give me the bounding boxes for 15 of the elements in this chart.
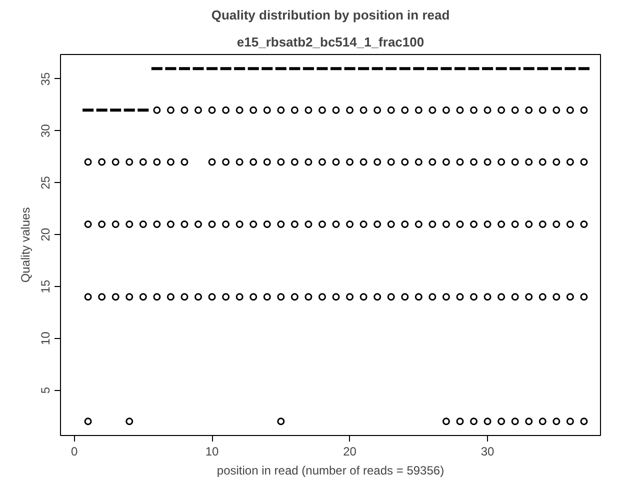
y-axis-title: Quality values	[18, 207, 32, 283]
x-axis-title: position in read (number of reads = 59356)	[216, 464, 444, 478]
y-tick-label: 35	[38, 72, 52, 86]
x-tick-label: 10	[205, 444, 220, 458]
y-tick-label: 25	[38, 176, 52, 190]
y-tick-label: 10	[38, 331, 52, 346]
chart-title: Quality distribution by position in read	[211, 8, 450, 22]
y-tick-label: 15	[38, 280, 52, 294]
x-tick-label: 0	[70, 444, 78, 458]
x-tick-label: 20	[343, 444, 357, 458]
chart-subtitle: e15_rbsatb2_bc514_1_frac100	[236, 34, 424, 50]
y-tick-label: 30	[38, 124, 52, 138]
x-tick-label: 30	[480, 444, 495, 458]
y-tick-label: 20	[38, 228, 52, 242]
y-tick-label: 5	[38, 386, 52, 394]
